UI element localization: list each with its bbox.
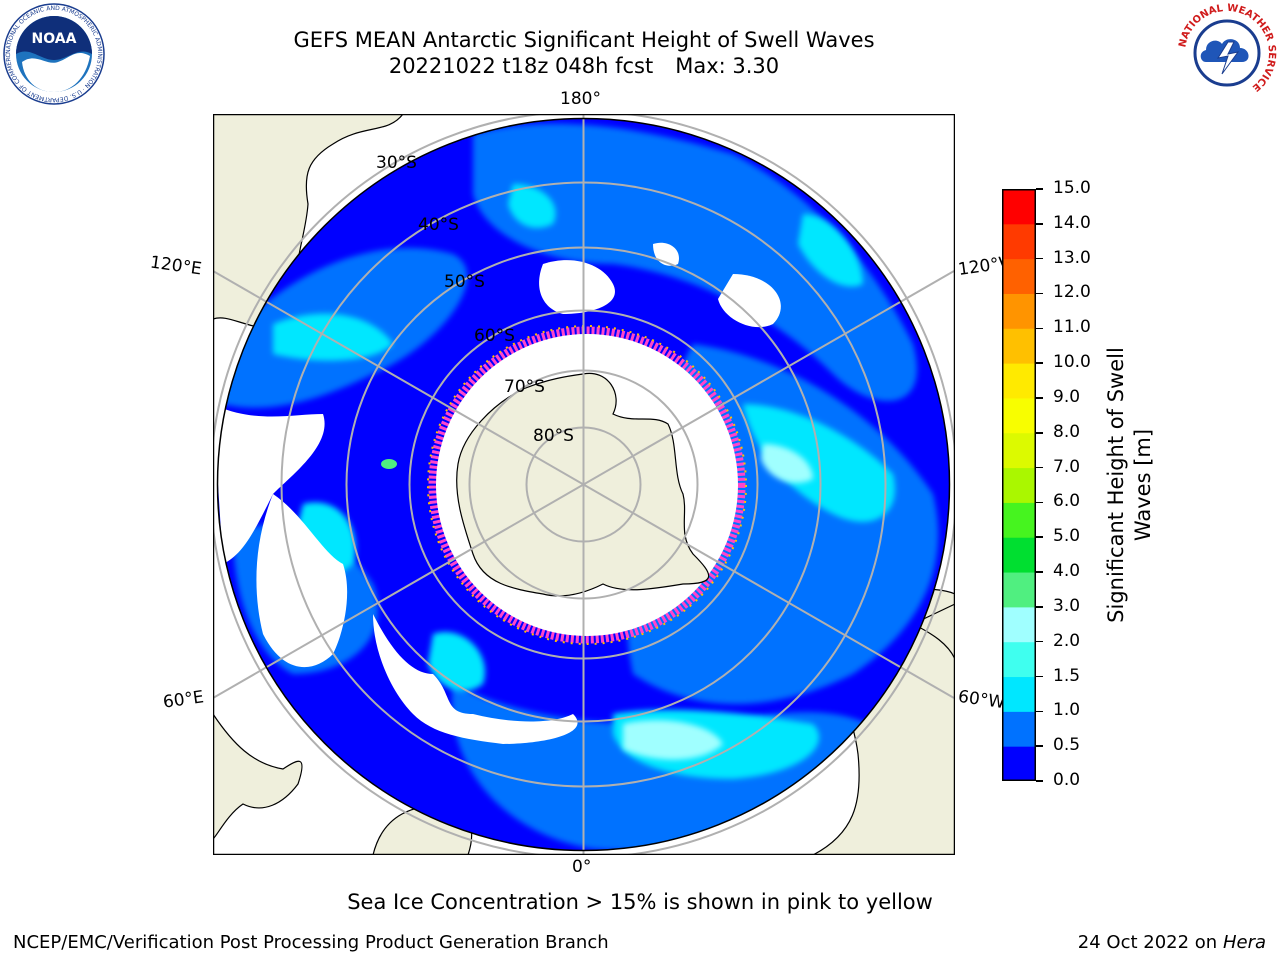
lat-label-50s: 50°S — [444, 272, 485, 292]
lon-label-120e: 120°E — [148, 252, 203, 280]
colorbar-segment — [1002, 363, 1036, 399]
chart-title: GEFS MEAN Antarctic Significant Height o… — [293, 28, 875, 52]
colorbar-tick-mark — [1036, 257, 1043, 260]
colorbar-tick-label: 4.0 — [1053, 561, 1081, 582]
colorbar-tick-label: 6.0 — [1053, 491, 1081, 512]
colorbar-segment — [1002, 397, 1036, 434]
colorbar-segment — [1002, 189, 1036, 225]
lat-label-80s: 80°S — [533, 426, 574, 446]
max-value: Max: 3.30 — [675, 54, 780, 78]
colorbar-segment — [1002, 676, 1036, 712]
colorbar-tick-mark — [1036, 327, 1043, 330]
colorbar-tick-label: 14.0 — [1053, 212, 1091, 233]
colorbar-segment — [1002, 432, 1036, 469]
lat-label-40s: 40°S — [418, 215, 459, 235]
lon-label-60e: 60°E — [161, 687, 206, 713]
colorbar-label: Significant Height of Swell Waves [m] — [1104, 347, 1155, 623]
colorbar-tick-label: 15.0 — [1053, 178, 1091, 198]
colorbar-tick-mark — [1036, 292, 1043, 295]
colorbar-segment — [1002, 606, 1036, 643]
colorbar-tick-label: 7.0 — [1053, 456, 1081, 477]
sea-ice-note: Sea Ice Concentration > 15% is shown in … — [347, 890, 933, 914]
footer-date-text: 24 Oct 2022 on — [1077, 932, 1218, 953]
colorbar-tick-label: 13.0 — [1053, 247, 1091, 268]
colorbar-tick-label: 1.0 — [1053, 700, 1081, 721]
noaa-text: NOAA — [32, 31, 77, 47]
colorbar-tick-label: 10.0 — [1053, 352, 1091, 373]
colorbar-tick-mark — [1036, 362, 1043, 364]
colorbar-segment — [1002, 258, 1036, 294]
lon-label-0: 0° — [572, 857, 592, 877]
colorbar-segment — [1002, 572, 1036, 608]
lat-label-30s: 30°S — [376, 153, 417, 173]
colorbar-tick-mark — [1036, 501, 1043, 504]
colorbar-tick-label: 3.0 — [1053, 595, 1081, 616]
colorbar-segment — [1002, 537, 1036, 573]
colorbar-segment — [1002, 502, 1036, 538]
colorbar-tick-mark — [1036, 397, 1043, 399]
colorbar-tick-label: 11.0 — [1053, 317, 1091, 338]
colorbar-tick-mark — [1036, 780, 1043, 782]
colorbar-tick-mark — [1036, 640, 1043, 643]
lon-label-60w: 60°W — [956, 686, 1007, 714]
colorbar-segment — [1002, 467, 1036, 503]
lat-label-70s: 70°S — [504, 377, 545, 397]
colorbar-segment — [1002, 328, 1036, 364]
footer-branch: NCEP/EMC/Verification Post Processing Pr… — [13, 932, 609, 953]
colorbar-tick-label: 8.0 — [1053, 421, 1081, 442]
colorbar-tick-mark — [1036, 710, 1043, 713]
sea-ice-edge — [428, 326, 746, 644]
nws-logo-icon: NATIONAL WEATHER SERVICE — [1177, 3, 1277, 102]
colorbar-tick-label: 1.5 — [1053, 665, 1081, 686]
colorbar-tick-mark — [1036, 223, 1043, 225]
colorbar-tick-mark — [1036, 432, 1043, 434]
colorbar-segment — [1002, 746, 1036, 781]
forecast-time: 20221022 t18z 048h fcst — [388, 54, 654, 78]
footer-date: 24 Oct 2022 on Hera — [1078, 932, 1266, 953]
colorbar-tick-label: 0.0 — [1053, 770, 1081, 790]
lat-label-60s: 60°S — [474, 326, 515, 346]
colorbar-segment — [1002, 711, 1036, 747]
colorbar-tick-mark — [1036, 188, 1043, 190]
colorbar-tick-label: 12.0 — [1053, 282, 1091, 303]
colorbar-tick-label: 0.5 — [1053, 735, 1081, 756]
colorbar-tick-mark — [1036, 745, 1043, 747]
graticule — [213, 114, 955, 855]
colorbar-segment — [1002, 641, 1036, 678]
noaa-logo-icon: NATIONAL OCEANIC AND ATMOSPHERIC ADMINIS… — [2, 2, 105, 105]
colorbar-tick-mark — [1036, 466, 1043, 469]
colorbar-segment — [1002, 223, 1036, 260]
colorbar-tick-label: 5.0 — [1053, 526, 1081, 547]
colorbar-tick-mark — [1036, 606, 1043, 608]
sea-ice-edge-outer — [427, 325, 747, 645]
polar-map: 30°S 40°S 50°S 60°S 70°S 80°S — [213, 114, 955, 855]
footer-machine: Hera — [1222, 932, 1266, 953]
colorbar-segment — [1002, 293, 1036, 329]
lon-label-180: 180° — [560, 89, 601, 109]
colorbar-tick-mark — [1036, 675, 1043, 678]
chart-subtitle: 20221022 t18z 048h fcst Max: 3.30 — [0, 53, 1168, 79]
colorbar-tick-label: 9.0 — [1053, 386, 1081, 407]
colorbar — [1002, 189, 1036, 781]
colorbar-tick-mark — [1036, 571, 1043, 573]
colorbar-tick-mark — [1036, 536, 1043, 538]
colorbar-tick-label: 2.0 — [1053, 630, 1081, 651]
